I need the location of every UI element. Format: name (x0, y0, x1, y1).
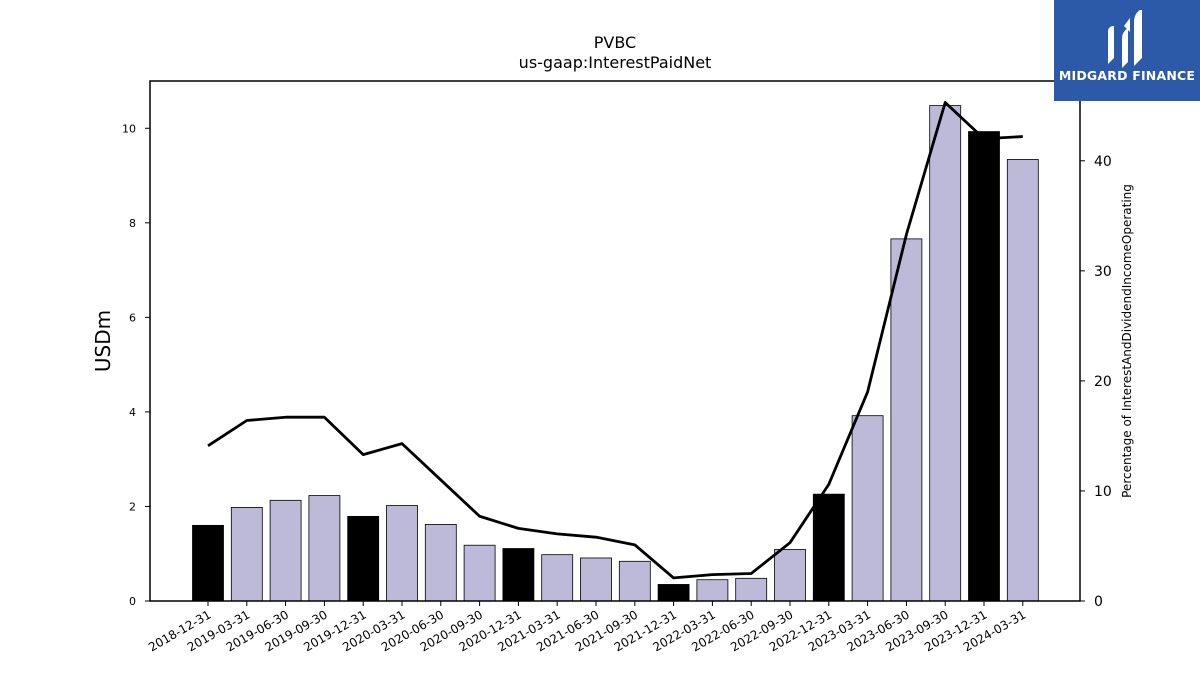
plot-frame (149, 80, 1081, 602)
bar (735, 577, 768, 602)
bars-layer (192, 105, 1039, 602)
bar (968, 131, 1000, 602)
bar (1006, 159, 1039, 602)
y2-tick-label: 0 (1094, 594, 1103, 610)
bar (618, 560, 651, 602)
bar (774, 549, 806, 602)
y2-tick-label: 40 (1094, 154, 1112, 170)
bar (192, 524, 224, 602)
bar (580, 557, 612, 602)
logo-text: MIDGARD FINANCE (1058, 68, 1196, 83)
bar (696, 579, 729, 602)
line-layer (207, 101, 1023, 580)
bar (541, 554, 574, 602)
bar (424, 524, 457, 602)
bar (657, 584, 690, 602)
y-tick-label: 10 (122, 122, 136, 135)
bar (851, 415, 884, 602)
bar (502, 548, 535, 602)
brand-logo: MIDGARD FINANCE (1054, 0, 1200, 101)
bar (463, 544, 496, 602)
chart-title: PVBC (594, 33, 636, 52)
y-tick-label: 8 (129, 217, 136, 230)
chart-subtitle: us-gaap:InterestPaidNet (519, 53, 712, 72)
series-line (207, 101, 1023, 580)
bar (269, 499, 302, 602)
y2-tick-label: 30 (1094, 264, 1112, 280)
y2-tick-label: 10 (1094, 484, 1112, 500)
logo-mark-icon (1108, 10, 1142, 68)
y-tick-label: 2 (129, 500, 136, 513)
y2-axis-label: Percentage of InterestAndDividendIncomeO… (1120, 184, 1134, 498)
x-axis: 2018-12-312019-03-312019-06-302019-09-30… (146, 601, 1028, 654)
y2-tick-label: 20 (1094, 374, 1112, 390)
bar (812, 493, 845, 602)
bar (929, 105, 962, 602)
y-axis-label: USDm (91, 310, 115, 372)
y-tick-label: 0 (129, 595, 136, 608)
y-tick-label: 6 (129, 311, 136, 324)
bar (347, 515, 380, 602)
right-axis: 0 10 20 30 40 (1080, 154, 1112, 610)
left-axis: 0 2 4 6 8 10 (122, 122, 150, 608)
y-tick-label: 4 (129, 406, 136, 419)
bar (308, 495, 341, 602)
bar (386, 505, 418, 602)
bar (230, 506, 263, 602)
bar (890, 238, 923, 602)
